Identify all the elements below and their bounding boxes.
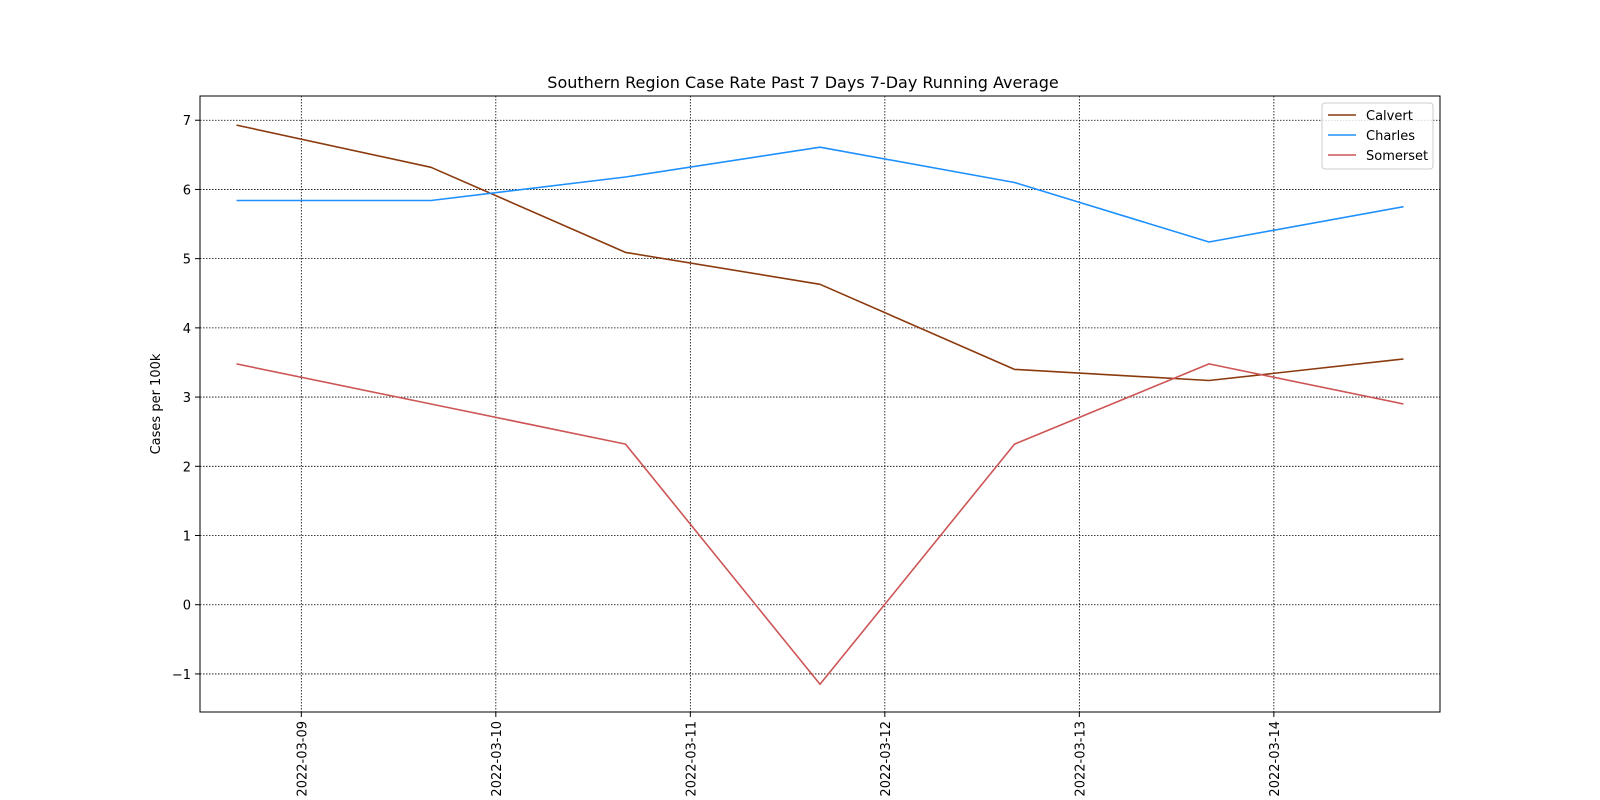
series-line-charles (236, 146, 1404, 243)
y-tick-label: 0 (183, 599, 191, 614)
y-tick-label: 2 (183, 460, 191, 475)
y-tick-label: 7 (183, 114, 191, 129)
series-line-somerset (236, 363, 1404, 686)
y-tick-label: −1 (172, 668, 191, 683)
y-tick-label: 3 (183, 391, 191, 406)
series-line-calvert (236, 124, 1404, 382)
chart-title: Southern Region Case Rate Past 7 Days 7-… (547, 73, 1058, 92)
y-tick-label: 6 (183, 183, 191, 198)
legend-label: Charles (1366, 129, 1415, 144)
y-tick-label: 5 (183, 253, 191, 268)
x-tick-label: 2022-03-11 (684, 721, 699, 797)
x-tick-label: 2022-03-13 (1073, 721, 1088, 797)
grid (200, 96, 1440, 712)
legend: Calvert Charles Somerset (1321, 102, 1434, 170)
x-tick-label: 2022-03-10 (490, 721, 505, 797)
y-axis-label: Cases per 100k (149, 353, 164, 454)
legend-box (1321, 102, 1434, 170)
y-tick-label: 1 (183, 530, 191, 545)
legend-label: Calvert (1366, 109, 1413, 124)
legend-label: Somerset (1366, 149, 1428, 164)
plot-area (199, 95, 1441, 713)
x-tick-label: 2022-03-09 (295, 721, 310, 797)
x-tick-label: 2022-03-12 (879, 721, 894, 797)
x-tick-label: 2022-03-14 (1268, 721, 1283, 797)
y-tick-label: 4 (183, 322, 191, 337)
series-lines (236, 124, 1404, 686)
axis-ticks: 2022-03-09 2022-03-10 2022-03-11 2022-03-12… (172, 114, 1283, 796)
